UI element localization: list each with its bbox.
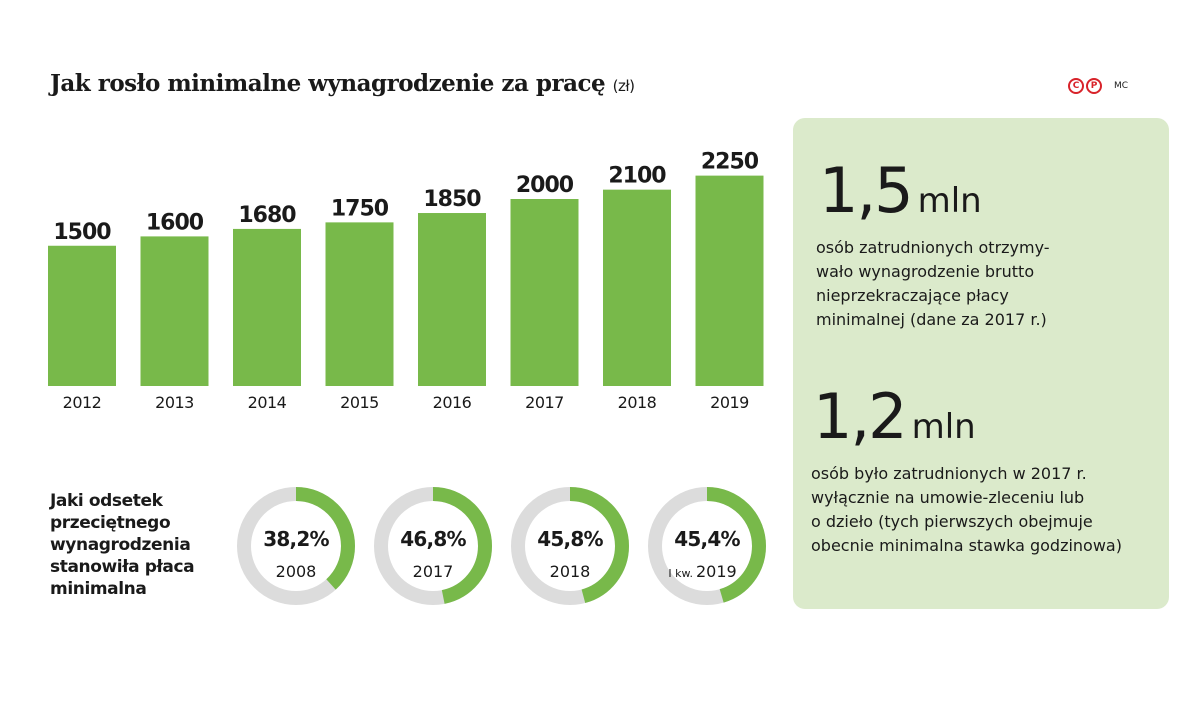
share-label-line: Jaki odsetek <box>50 491 163 511</box>
stat-1-value: 1,5 <box>819 154 914 227</box>
donut-percent-label: 45,8% <box>537 527 603 551</box>
stat-1-number: 1,5 mln <box>819 154 982 227</box>
x-tick-label: 2013 <box>155 393 194 412</box>
chart-title-text: Jak rosło minimalne wynagrodzenie za pra… <box>50 70 606 97</box>
bar-2019 <box>695 175 764 386</box>
share-label-line: wynagrodzenia <box>50 535 191 555</box>
bar-2017 <box>510 199 579 386</box>
stat-2-desc-line: wyłącznie na umowie-zleceniu lub <box>811 488 1085 507</box>
bar-2015 <box>325 222 394 386</box>
stat-1-unit: mln <box>917 181 982 221</box>
x-tick-label: 2016 <box>433 393 472 412</box>
stat-1-desc-line: minimalnej (dane za 2017 r.) <box>816 310 1047 329</box>
donut-percent-label: 45,4% <box>674 527 740 551</box>
bar-2012 <box>48 245 116 386</box>
bar-value-label: 1680 <box>238 203 296 228</box>
donut-year-label: 2019 <box>696 562 737 581</box>
stat-1-description: osób zatrudnionych otrzymy- wało wynagro… <box>816 236 1050 332</box>
logo-letter-p: P <box>1086 78 1102 94</box>
x-tick-label: 2018 <box>618 393 657 412</box>
stat-2-value: 1,2 <box>813 380 908 453</box>
bar-2016 <box>418 213 486 386</box>
share-label-line: przeciętnego <box>50 513 171 533</box>
donut-percent-label: 38,2% <box>263 527 329 551</box>
stat-2-description: osób było zatrudnionych w 2017 r. wyłącz… <box>811 462 1122 558</box>
bar-2018 <box>603 189 671 386</box>
donut-segment-2017 <box>374 487 492 605</box>
donut-charts: 38,2% 2008 46,8% 2017 45,8% 2018 45,4% I kw. 201… <box>237 487 766 605</box>
chart-title: Jak rosło minimalne wynagrodzenie za pra… <box>50 70 635 97</box>
chart-title-unit: (zł) <box>612 77 635 95</box>
bar-value-label: 1500 <box>53 220 111 245</box>
donut-year-label: 2018 <box>550 562 591 581</box>
stat-1-desc-line: osób zatrudnionych otrzymy- <box>816 238 1050 257</box>
x-tick-label: 2012 <box>63 393 102 412</box>
logo-letter-c: C <box>1068 78 1084 94</box>
donut-segment-2019 <box>648 487 766 605</box>
donut-period-label: I kw. <box>668 567 693 580</box>
stat-2-desc-line: o dzieło (tych pierwszych obejmuje <box>811 512 1093 531</box>
stat-1-desc-line: nieprzekraczające płacy <box>816 286 1009 305</box>
stat-1-desc-line: wało wynagrodzenie brutto <box>816 262 1035 281</box>
publisher-logo: C P <box>1068 78 1102 94</box>
share-label-line: minimalna <box>50 579 147 599</box>
stat-2-unit: mln <box>911 407 976 447</box>
x-tick-label: 2017 <box>525 393 564 412</box>
stat-2-number: 1,2 mln <box>813 380 976 453</box>
bar-value-label: 1850 <box>423 187 481 212</box>
donut-year-label: 2008 <box>276 562 317 581</box>
donut-segment-2008 <box>237 487 355 605</box>
bar-value-label: 2250 <box>701 150 759 175</box>
x-tick-label: 2014 <box>248 393 287 412</box>
donut-year-label: 2017 <box>413 562 454 581</box>
bar-2013 <box>140 236 209 386</box>
bar-value-label: 2100 <box>608 164 666 189</box>
stats-panel: 1,5 mln osób zatrudnionych otrzymy- wało … <box>793 118 1169 609</box>
author-credit: MC <box>1114 81 1129 91</box>
x-tick-label: 2015 <box>340 393 379 412</box>
donut-segment-2018 <box>511 487 629 605</box>
donut-percent-label: 46,8% <box>400 527 466 551</box>
bar-value-label: 2000 <box>516 173 574 198</box>
bar-chart: 1500 2012 1600 2013 1680 2014 1750 2015 1850 2016… <box>48 150 764 412</box>
bar-value-label: 1750 <box>331 196 389 221</box>
bar-value-label: 1600 <box>146 210 204 235</box>
share-label-line: stanowiła płaca <box>50 557 195 577</box>
stat-2-desc-line: obecnie minimalna stawka godzinowa) <box>811 536 1122 555</box>
x-tick-label: 2019 <box>710 393 749 412</box>
bar-2014 <box>233 228 301 386</box>
share-label: Jaki odsetek przeciętnego wynagrodzenia … <box>50 490 230 600</box>
stat-2-desc-line: osób było zatrudnionych w 2017 r. <box>811 464 1087 483</box>
